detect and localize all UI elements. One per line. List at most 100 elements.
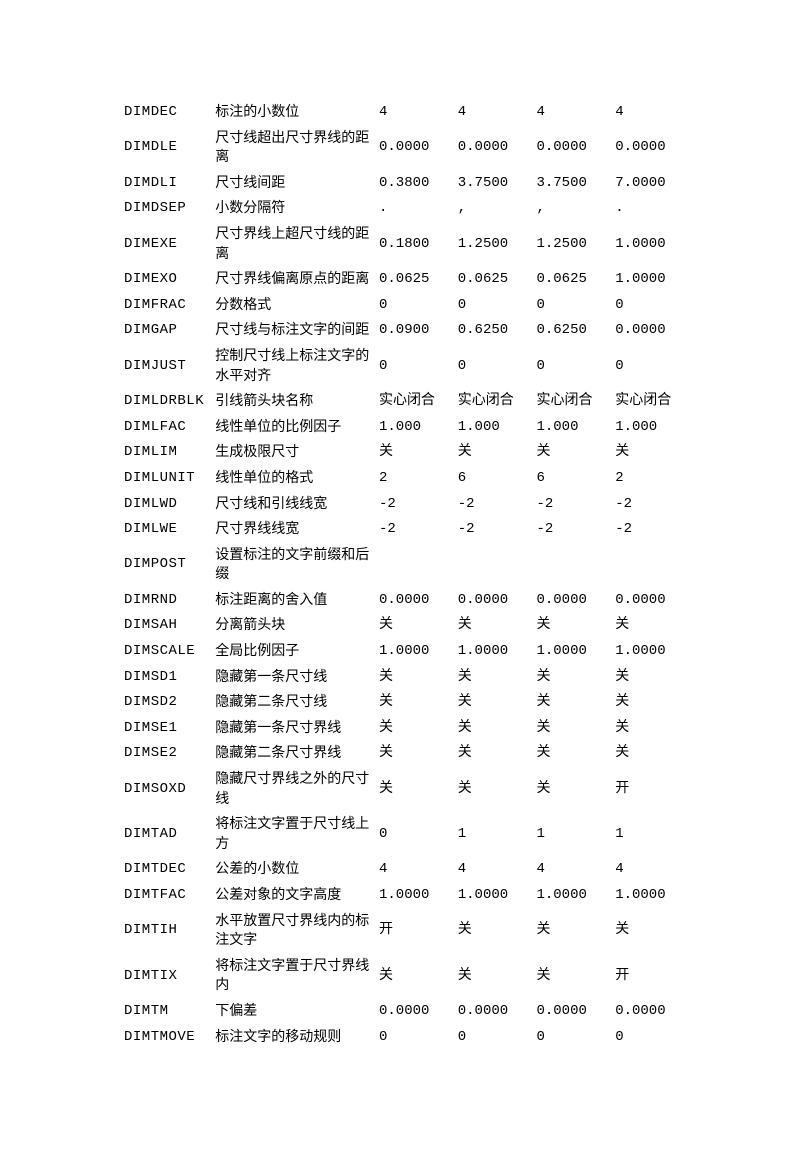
value-cell: 4 — [375, 100, 454, 126]
table-row: DIMTAD将标注文字置于尺寸线上方0111 — [120, 812, 690, 857]
value-cell: 关 — [532, 909, 611, 954]
value-cell: 0.0000 — [532, 999, 611, 1025]
value-cell: 1.0000 — [532, 883, 611, 909]
value-cell: 0.0000 — [454, 999, 533, 1025]
value-cell: 0.3800 — [375, 171, 454, 197]
value-cell: 1.0000 — [611, 222, 690, 267]
variable-description: 标注的小数位 — [211, 100, 375, 126]
table-row: DIMTM下偏差0.00000.00000.00000.0000 — [120, 999, 690, 1025]
table-row: DIMLDRBLK引线箭头块名称实心闭合实心闭合实心闭合实心闭合 — [120, 389, 690, 415]
value-cell: 0.0625 — [454, 267, 533, 293]
table-row: DIMEXO尺寸界线偏离原点的距离0.06250.06250.06251.000… — [120, 267, 690, 293]
value-cell: 开 — [375, 909, 454, 954]
table-row: DIMTDEC公差的小数位4444 — [120, 857, 690, 883]
value-cell: 0 — [375, 293, 454, 319]
table-row: DIMDLE尺寸线超出尺寸界线的距离0.00000.00000.00000.00… — [120, 126, 690, 171]
value-cell: 关 — [611, 690, 690, 716]
value-cell: 关 — [454, 767, 533, 812]
variable-name: DIMDEC — [120, 100, 211, 126]
variable-name: DIMSE1 — [120, 716, 211, 742]
value-cell: . — [611, 196, 690, 222]
table-row: DIMLWD尺寸线和引线线宽-2-2-2-2 — [120, 492, 690, 518]
value-cell: 关 — [375, 690, 454, 716]
variable-name: DIMLDRBLK — [120, 389, 211, 415]
variable-description: 小数分隔符 — [211, 196, 375, 222]
table-row: DIMFRAC分数格式0000 — [120, 293, 690, 319]
value-cell: 关 — [611, 665, 690, 691]
table-row: DIMTIX将标注文字置于尺寸界线内关关关开 — [120, 954, 690, 999]
value-cell: 0.0000 — [454, 126, 533, 171]
value-cell: 0 — [611, 293, 690, 319]
table-row: DIMGAP尺寸线与标注文字的间距0.09000.62500.62500.000… — [120, 318, 690, 344]
variable-name: DIMTM — [120, 999, 211, 1025]
variable-name: DIMGAP — [120, 318, 211, 344]
value-cell: 0.0625 — [375, 267, 454, 293]
value-cell: 关 — [611, 741, 690, 767]
value-cell: 1 — [532, 812, 611, 857]
variable-name: DIMEXE — [120, 222, 211, 267]
value-cell: 0.0900 — [375, 318, 454, 344]
variable-name: DIMSE2 — [120, 741, 211, 767]
value-cell: 0.0000 — [611, 126, 690, 171]
table-row: DIMPOST设置标注的文字前缀和后缀 — [120, 543, 690, 588]
value-cell: 1.0000 — [454, 883, 533, 909]
value-cell: 关 — [454, 909, 533, 954]
value-cell: 4 — [454, 857, 533, 883]
value-cell: 0 — [454, 344, 533, 389]
value-cell: -2 — [611, 517, 690, 543]
value-cell: 0.1800 — [375, 222, 454, 267]
variable-description: 尺寸线与标注文字的间距 — [211, 318, 375, 344]
table-row: DIMRND标注距离的舍入值0.00000.00000.00000.0000 — [120, 588, 690, 614]
table-row: DIMSD1隐藏第一条尺寸线关关关关 — [120, 665, 690, 691]
variable-description: 标注文字的移动规则 — [211, 1025, 375, 1051]
value-cell: 1.2500 — [532, 222, 611, 267]
value-cell: 1.0000 — [375, 639, 454, 665]
value-cell: 0.0000 — [611, 999, 690, 1025]
value-cell: 1.0000 — [611, 267, 690, 293]
value-cell: 关 — [454, 690, 533, 716]
value-cell: 1.000 — [611, 415, 690, 441]
value-cell: 关 — [454, 741, 533, 767]
value-cell: 6 — [454, 466, 533, 492]
variable-name: DIMPOST — [120, 543, 211, 588]
value-cell: 关 — [454, 716, 533, 742]
value-cell: 0.0000 — [454, 588, 533, 614]
value-cell: 4 — [375, 857, 454, 883]
value-cell: 4 — [454, 100, 533, 126]
value-cell — [375, 543, 454, 588]
variable-description: 将标注文字置于尺寸线上方 — [211, 812, 375, 857]
variable-name: DIMTMOVE — [120, 1025, 211, 1051]
variable-description: 尺寸界线上超尺寸线的距离 — [211, 222, 375, 267]
value-cell: 实心闭合 — [375, 389, 454, 415]
variable-description: 生成极限尺寸 — [211, 440, 375, 466]
value-cell: 关 — [532, 613, 611, 639]
value-cell: 2 — [611, 466, 690, 492]
value-cell: 关 — [454, 440, 533, 466]
variable-name: DIMTIX — [120, 954, 211, 999]
value-cell: 0 — [532, 293, 611, 319]
value-cell: 关 — [532, 767, 611, 812]
value-cell: 3.7500 — [454, 171, 533, 197]
table-row: DIMEXE尺寸界线上超尺寸线的距离0.18001.25001.25001.00… — [120, 222, 690, 267]
table-row: DIMSE2隐藏第二条尺寸界线关关关关 — [120, 741, 690, 767]
value-cell: -2 — [532, 517, 611, 543]
value-cell: 1.000 — [454, 415, 533, 441]
value-cell: 0 — [454, 1025, 533, 1051]
variable-name: DIMLUNIT — [120, 466, 211, 492]
variable-name: DIMRND — [120, 588, 211, 614]
variable-name: DIMLIM — [120, 440, 211, 466]
value-cell: 0.0000 — [611, 318, 690, 344]
value-cell: 1.0000 — [611, 883, 690, 909]
variable-name: DIMLFAC — [120, 415, 211, 441]
variable-description: 引线箭头块名称 — [211, 389, 375, 415]
variable-description: 下偏差 — [211, 999, 375, 1025]
variable-name: DIMDLE — [120, 126, 211, 171]
value-cell: 4 — [532, 100, 611, 126]
variable-name: DIMJUST — [120, 344, 211, 389]
value-cell: 关 — [611, 716, 690, 742]
value-cell: -2 — [532, 492, 611, 518]
variable-description: 尺寸线和引线线宽 — [211, 492, 375, 518]
variable-description: 标注距离的舍入值 — [211, 588, 375, 614]
value-cell: 1.0000 — [454, 639, 533, 665]
value-cell: 0.0000 — [532, 126, 611, 171]
